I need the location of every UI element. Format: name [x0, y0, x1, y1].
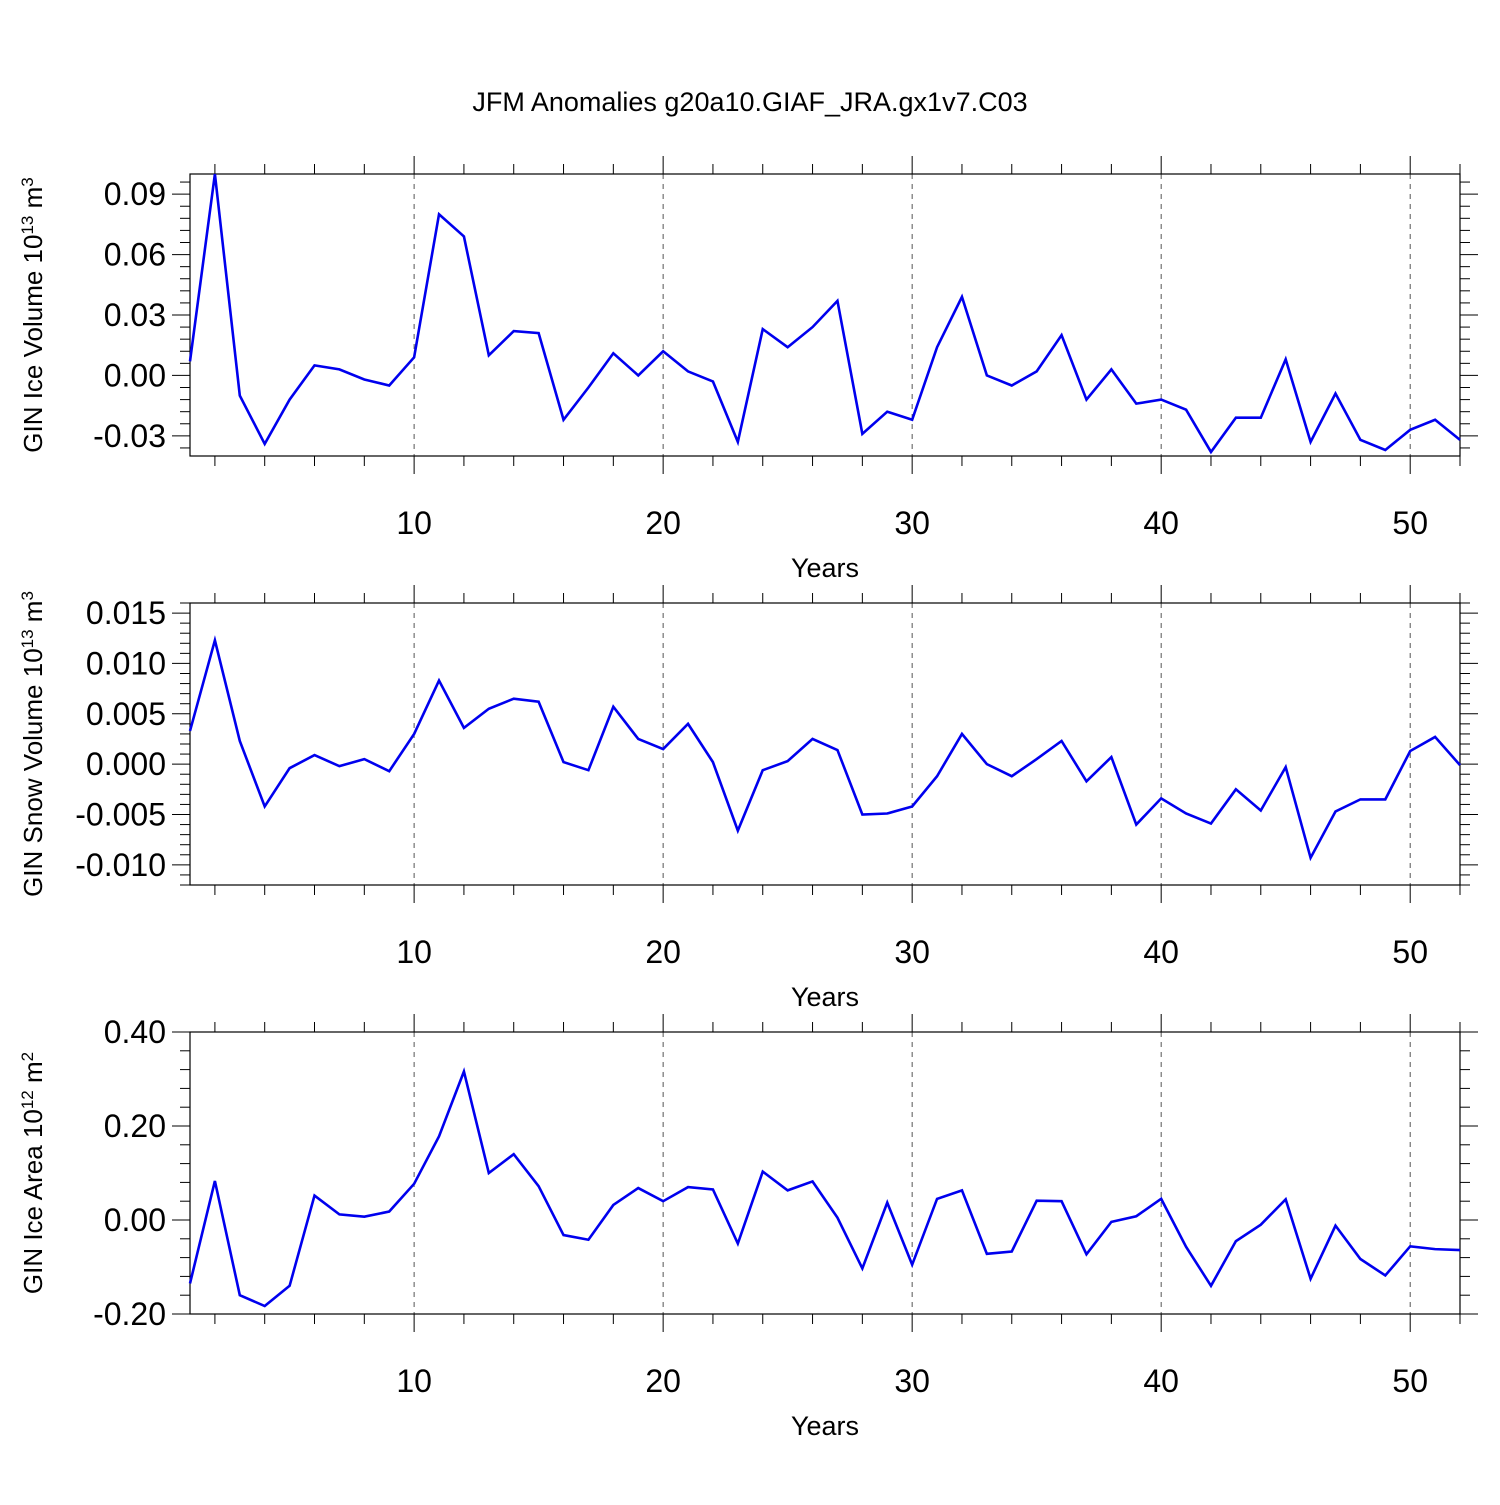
y-axis-label-superscript: 3 — [18, 591, 37, 600]
y-axis-label-text: m — [18, 601, 48, 630]
y-tick-label: 0.20 — [104, 1108, 166, 1144]
plot-frame — [189, 1031, 1461, 1315]
x-tick-label: 10 — [396, 1363, 432, 1399]
x-tick-label: 50 — [1392, 934, 1428, 970]
y-axis-label-superscript: 3 — [18, 177, 37, 186]
y-axis-label-text: GIN Ice Area 10 — [18, 1109, 48, 1294]
y-tick-label: -0.20 — [93, 1296, 166, 1332]
y-axis-label-text: GIN Snow Volume 10 — [18, 648, 48, 897]
y-axis-label-superscript: 13 — [18, 216, 37, 235]
y-tick-label: 0.010 — [86, 645, 166, 681]
y-axis-label-superscript: 13 — [18, 629, 37, 648]
x-tick-label: 30 — [894, 505, 930, 541]
x-axis-label: Years — [791, 982, 859, 1012]
x-tick-label: 20 — [645, 1363, 681, 1399]
chart-title: JFM Anomalies g20a10.GIAF_JRA.gx1v7.C03 — [472, 87, 1027, 117]
ice-area-series-line — [188, 1067, 1461, 1308]
y-tick-label: 0.00 — [104, 1202, 166, 1238]
y-tick-label: 0.015 — [86, 595, 166, 631]
y-tick-label: 0.09 — [104, 176, 166, 212]
x-tick-label: 40 — [1143, 505, 1179, 541]
x-tick-label: 30 — [894, 934, 930, 970]
x-tick-label: 20 — [645, 505, 681, 541]
y-axis-label-text: m — [18, 1061, 48, 1090]
y-tick-label: 0.005 — [86, 696, 166, 732]
x-tick-label: 40 — [1143, 1363, 1179, 1399]
ice-area-panel: -0.20 0.00 0.20 0.40 10 20 30 40 50 Years GIN Ice … — [18, 1014, 1478, 1441]
y-axis-label: GIN Snow Volume 1013 m3 — [18, 591, 49, 897]
x-tick-label: 10 — [396, 505, 432, 541]
x-axis-label: Years — [791, 1411, 859, 1441]
snow-volume-series-line — [188, 635, 1461, 862]
x-tick-label: 50 — [1392, 1363, 1428, 1399]
x-tick-label: 50 — [1392, 505, 1428, 541]
y-axis-label-superscript: 12 — [18, 1090, 37, 1109]
y-tick-label: -0.005 — [75, 797, 166, 833]
ice-volume-panel: -0.03 0.00 0.03 0.06 0.09 10 20 30 40 50 Years GIN … — [18, 156, 1478, 583]
y-axis-label: GIN Ice Volume 1013 m3 — [18, 177, 49, 453]
y-axis-label-text: GIN Ice Volume 10 — [18, 235, 48, 453]
y-tick-label: 0.03 — [104, 297, 166, 333]
y-tick-label: 0.06 — [104, 237, 166, 273]
y-tick-label: 0.00 — [104, 357, 166, 393]
x-axis-label: Years — [791, 553, 859, 583]
y-tick-label: -0.03 — [93, 418, 166, 454]
x-tick-label: 40 — [1143, 934, 1179, 970]
snow-volume-panel: -0.010 -0.005 0.000 0.005 0.010 0.015 10 20 30 40… — [18, 585, 1478, 1012]
y-axis-label-text: m — [18, 187, 48, 216]
ice-volume-series-line — [188, 173, 1461, 455]
y-tick-label: 0.40 — [104, 1014, 166, 1050]
y-tick-label: -0.010 — [75, 847, 166, 883]
y-axis-label-superscript: 2 — [18, 1052, 37, 1061]
y-axis-label: GIN Ice Area 1012 m2 — [18, 1052, 49, 1294]
y-tick-label: 0.000 — [86, 746, 166, 782]
x-tick-label: 30 — [894, 1363, 930, 1399]
x-tick-label: 10 — [396, 934, 432, 970]
x-tick-label: 20 — [645, 934, 681, 970]
